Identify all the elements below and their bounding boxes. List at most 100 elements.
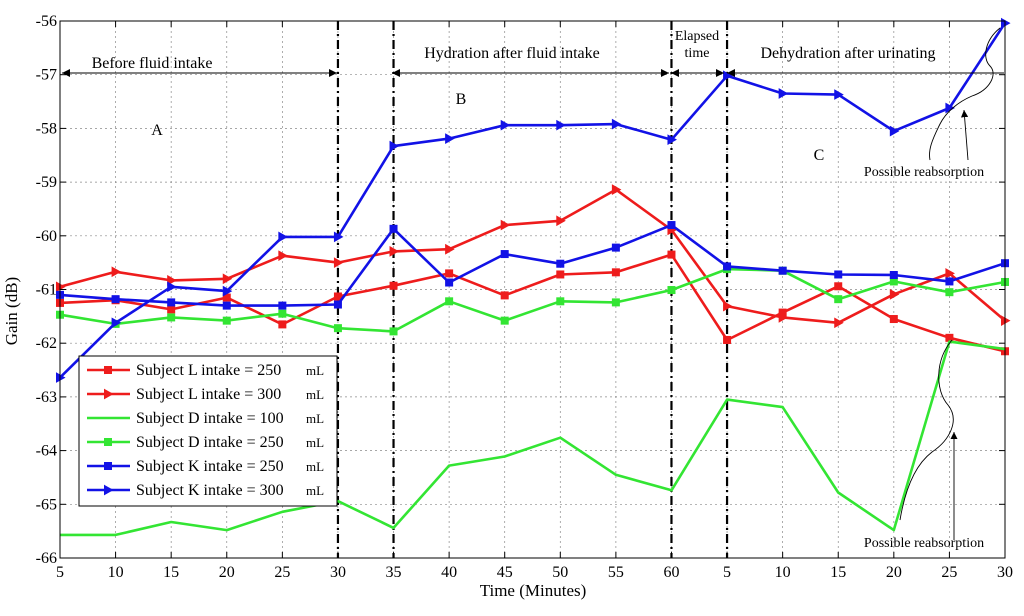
legend-entry-3: Subject D intake = 100 mL xyxy=(87,410,324,427)
elapsed-label-line2: time xyxy=(685,46,710,61)
legend-swatch-marker xyxy=(104,388,114,400)
data-point xyxy=(278,250,288,262)
x-tick-label: 15 xyxy=(163,564,179,581)
data-point xyxy=(167,298,176,307)
data-point xyxy=(889,288,900,300)
data-point xyxy=(834,317,844,329)
series-lines xyxy=(56,17,1011,537)
y-tick-label: -65 xyxy=(36,496,57,513)
y-tick-label: -56 xyxy=(36,13,57,30)
legend-unit: mL xyxy=(306,387,324,402)
data-point xyxy=(500,119,511,131)
series-5 xyxy=(56,221,1009,310)
legend-unit: mL xyxy=(306,483,324,498)
series-line xyxy=(59,188,1006,325)
data-point xyxy=(389,224,398,233)
data-point xyxy=(667,221,676,230)
series-6 xyxy=(56,17,1011,383)
x-tick-label: 60 xyxy=(663,564,679,581)
data-point xyxy=(389,246,400,257)
legend-unit: mL xyxy=(306,363,324,378)
x-tick-label: 40 xyxy=(441,564,457,581)
data-point xyxy=(500,316,509,325)
x-tick-label: 45 xyxy=(497,564,513,581)
data-point xyxy=(111,295,120,304)
legend-entry-1: Subject L intake = 250 mL xyxy=(87,362,324,379)
data-point xyxy=(333,231,344,243)
data-point xyxy=(611,118,622,130)
x-tick-label: 10 xyxy=(108,564,124,581)
data-point xyxy=(445,243,455,255)
series-2 xyxy=(56,184,1011,329)
data-point xyxy=(667,250,676,259)
legend-label: Subject K intake = 300 xyxy=(136,482,284,499)
data-point xyxy=(445,269,454,278)
data-point xyxy=(778,266,787,275)
legend-entry-4: Subject D intake = 250 mL xyxy=(87,434,324,451)
legend-entry-2: Subject L intake = 300 mL xyxy=(87,386,324,403)
data-point xyxy=(167,313,176,322)
data-point xyxy=(611,184,622,195)
reabsorption-top-pointer xyxy=(960,109,969,161)
x-axis-title: Time (Minutes) xyxy=(480,581,587,600)
data-point xyxy=(611,243,620,252)
data-point xyxy=(556,297,565,306)
region-c-label: C xyxy=(814,147,825,164)
data-point xyxy=(333,324,342,333)
series-line xyxy=(59,253,1006,353)
legend-unit: mL xyxy=(306,411,324,426)
series-line xyxy=(59,223,1006,307)
data-point xyxy=(333,300,342,309)
data-point xyxy=(500,219,511,231)
data-point xyxy=(778,88,789,99)
data-point xyxy=(445,133,455,144)
data-point xyxy=(834,270,843,279)
data-point xyxy=(389,327,398,336)
legend-label: Subject K intake = 250 xyxy=(136,458,284,475)
data-point xyxy=(500,250,509,259)
data-point xyxy=(278,320,287,329)
data-point xyxy=(333,257,344,269)
before-label: Before fluid intake xyxy=(92,55,213,72)
data-point xyxy=(834,89,844,100)
y-tick-label: -57 xyxy=(36,67,57,84)
data-point xyxy=(889,271,898,280)
y-tick-label: -64 xyxy=(36,443,57,460)
data-point xyxy=(889,125,900,137)
x-tick-label: 20 xyxy=(886,564,902,581)
legend-box xyxy=(78,355,338,507)
data-point xyxy=(167,305,176,314)
x-tick-label: 5 xyxy=(723,564,731,581)
data-point xyxy=(611,298,620,307)
phase-annotations: Before fluid intake Hydration after flui… xyxy=(62,27,1004,551)
region-b-label: B xyxy=(456,91,467,108)
data-point xyxy=(333,292,342,301)
data-point xyxy=(167,275,177,286)
reabsorption-bottom-brace xyxy=(899,339,954,521)
series-line xyxy=(59,267,1006,333)
elapsed-label-line1: Elapsed xyxy=(675,29,719,44)
y-tick-label: -66 xyxy=(36,550,57,567)
legend-label: Subject L intake = 300 xyxy=(136,386,281,403)
data-point xyxy=(556,119,566,131)
x-tick-label: 55 xyxy=(608,564,624,581)
data-point xyxy=(278,309,287,318)
data-point xyxy=(167,281,177,293)
x-tick-label: 20 xyxy=(219,564,235,581)
series-line xyxy=(59,22,1007,379)
legend-swatch-marker xyxy=(104,366,112,374)
data-point xyxy=(667,134,677,146)
legend-label: Subject D intake = 250 xyxy=(136,434,284,451)
y-tick-label: -61 xyxy=(36,282,57,299)
x-tick-label: 30 xyxy=(330,564,346,581)
data-point xyxy=(723,300,733,312)
legend-entry-6: Subject K intake = 300 mL xyxy=(87,482,324,499)
data-point xyxy=(889,315,898,324)
x-tick-label: 25 xyxy=(274,564,290,581)
y-tick-label: -59 xyxy=(36,174,57,191)
data-point xyxy=(111,317,122,329)
data-point xyxy=(222,273,233,285)
y-axis-title: Gain (dB) xyxy=(2,277,21,345)
data-point xyxy=(778,312,789,323)
